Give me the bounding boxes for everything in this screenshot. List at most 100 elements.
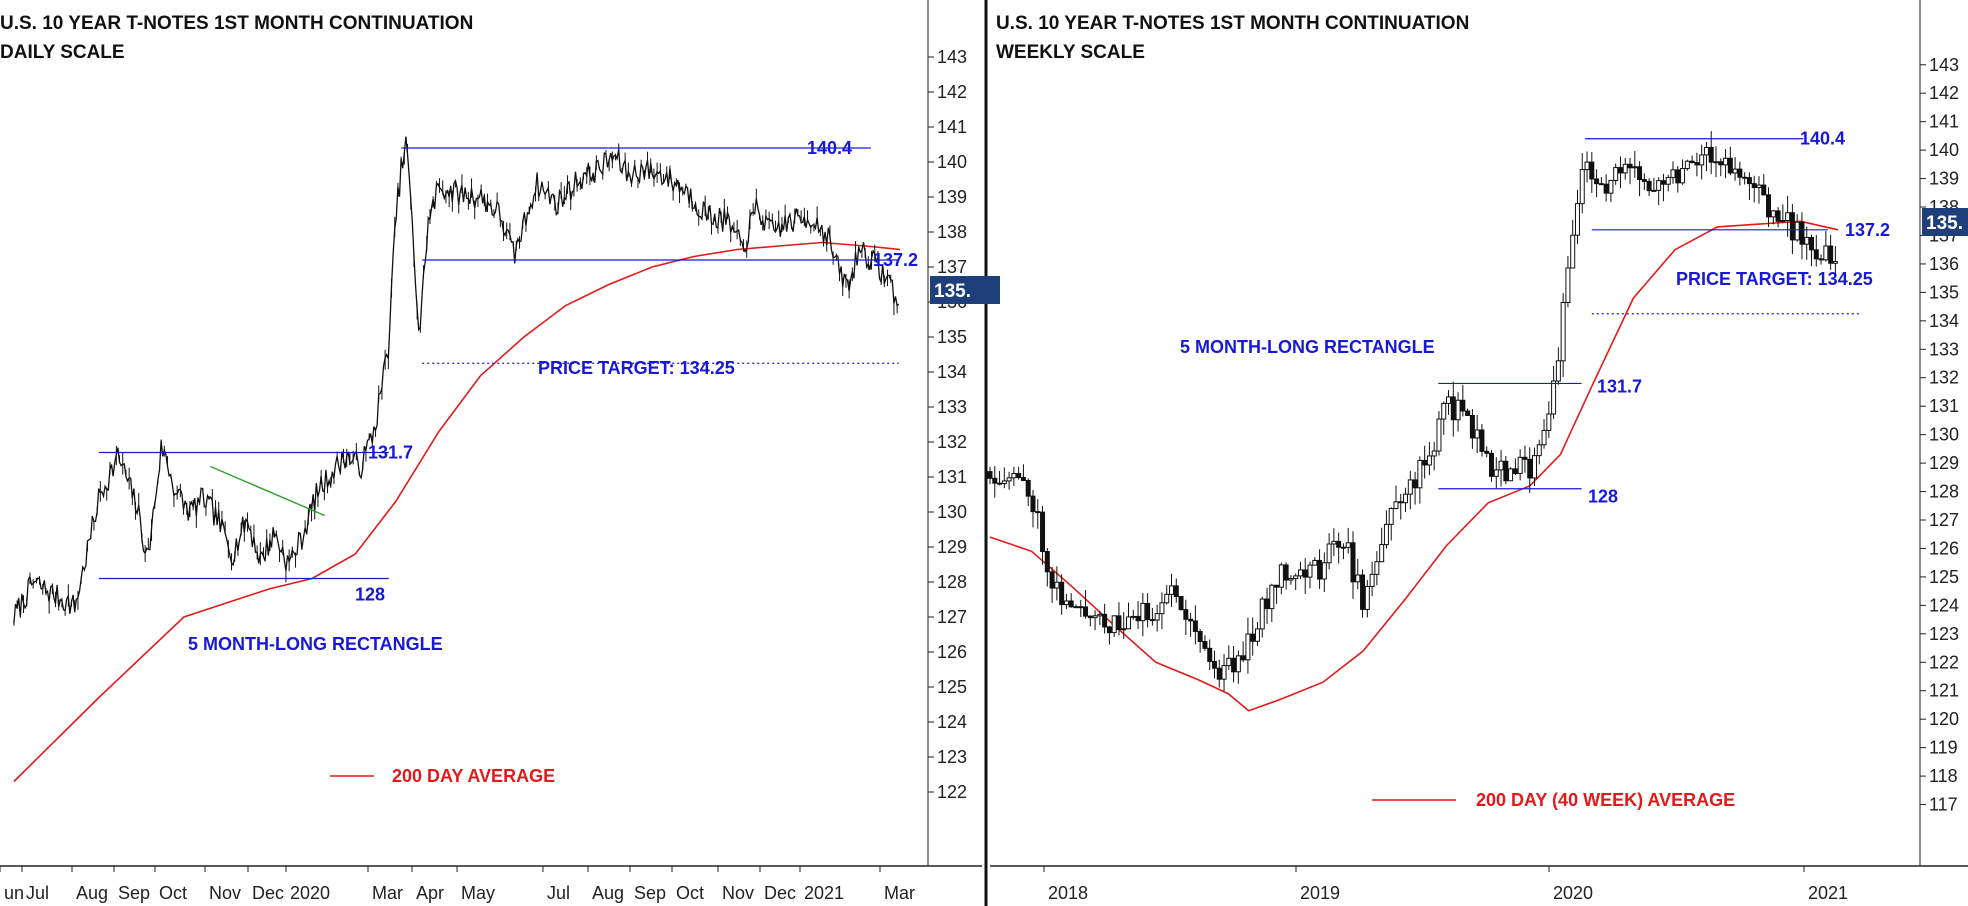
candle-body	[1403, 493, 1409, 504]
y-tick-label: 132	[1929, 368, 1959, 388]
candle-body	[1149, 619, 1155, 622]
last-price-badge	[1922, 208, 1968, 236]
y-tick-label: 137	[937, 257, 967, 277]
candle-body	[1617, 167, 1623, 174]
candle-body	[1087, 615, 1093, 619]
x-tick-label: Nov	[722, 883, 754, 903]
candle-body	[1723, 157, 1729, 166]
candle-body	[1073, 606, 1079, 609]
x-tick-label: Apr	[416, 883, 444, 903]
x-tick-label: Sep	[634, 883, 666, 903]
candle-body	[1484, 450, 1490, 454]
last-price-label: 135.	[934, 281, 971, 302]
y-tick-label: 130	[1929, 425, 1959, 445]
daily-chart-panel: 122 123 124 125 126 127 128 129 130 131 132 133 134 1…	[0, 0, 1000, 906]
candle-body	[1455, 399, 1461, 421]
candle-body	[1254, 628, 1260, 642]
candle-body	[1111, 615, 1117, 634]
candle-body	[1589, 161, 1595, 180]
candle-body	[1789, 212, 1795, 241]
candle-body	[1508, 468, 1514, 482]
y-tick-label: 124	[1929, 595, 1959, 615]
y-tick-label: 118	[1929, 766, 1958, 786]
candle-body	[1651, 189, 1657, 192]
candle-body	[1283, 564, 1289, 581]
y-tick-label: 130	[937, 502, 967, 522]
candle-body	[1102, 613, 1108, 628]
candle-body	[1235, 655, 1241, 673]
candle-body	[1756, 184, 1762, 188]
candle-body	[1178, 596, 1184, 611]
candle-body	[1737, 168, 1743, 178]
candle-body	[1431, 450, 1437, 457]
candle-body	[1360, 574, 1366, 610]
candle-body	[1598, 183, 1604, 186]
candle-body	[1331, 540, 1337, 545]
candle-body	[1216, 667, 1222, 680]
candle-body	[1274, 584, 1280, 588]
candle-body	[1565, 267, 1571, 303]
x-tick-label: Dec	[252, 883, 284, 903]
x-tick-label: Mar	[372, 883, 403, 903]
candle-body	[1675, 169, 1681, 184]
candle-body	[1168, 585, 1174, 595]
candle-body	[1183, 609, 1189, 620]
candle-body	[1355, 574, 1361, 583]
candle-body	[1188, 618, 1194, 622]
candle-body	[1498, 460, 1504, 471]
candle-body	[1555, 360, 1561, 382]
x-tick-label: Dec	[764, 883, 796, 903]
candle-body	[1751, 183, 1757, 188]
candle-body	[1063, 600, 1069, 606]
y-tick-label: 123	[1929, 624, 1959, 644]
candle-body	[1742, 176, 1748, 179]
candle-body	[1259, 598, 1265, 630]
last-price-badge	[930, 276, 1000, 304]
x-tick-label: 2021	[804, 883, 844, 903]
y-tick-label: 129	[1929, 453, 1959, 473]
candle-body	[1302, 569, 1308, 578]
candle-body	[1823, 245, 1829, 261]
candle-body	[1713, 161, 1719, 164]
candle-body	[1159, 602, 1165, 615]
candle-body	[1350, 542, 1356, 583]
y-tick-label: 136	[1929, 254, 1959, 274]
pattern-label: 5 MONTH-LONG RECTANGLE	[1180, 337, 1435, 357]
candle-body	[1097, 613, 1103, 617]
candle-body	[1020, 476, 1026, 481]
candle-body	[1732, 168, 1738, 174]
candle-body	[1126, 616, 1132, 630]
candle-body	[1832, 261, 1838, 264]
y-tick-label: 139	[1929, 169, 1959, 189]
y-tick-label: 143	[937, 47, 967, 67]
y-tick-label: 135	[937, 327, 967, 347]
candle-body	[1699, 154, 1705, 166]
candle-body	[1680, 168, 1686, 184]
candle-body	[1517, 456, 1523, 474]
candle-body	[1694, 162, 1700, 166]
candle-body	[1393, 501, 1399, 509]
candle-body	[1364, 585, 1370, 610]
y-tick-label: 123	[937, 747, 967, 767]
candle-body	[1660, 180, 1666, 185]
y-tick-label: 128	[1929, 482, 1959, 502]
price-target-label: PRICE TARGET: 134.25	[538, 358, 735, 378]
candle-body	[1312, 559, 1318, 566]
candle-body	[1775, 210, 1781, 222]
candle-body	[1718, 161, 1724, 166]
candle-body	[997, 482, 1003, 485]
candle-body	[1336, 540, 1342, 548]
candle-body	[1446, 396, 1452, 404]
candle-body	[1059, 581, 1065, 606]
x-tick-label: Mar	[884, 883, 915, 903]
x-tick-label: un	[4, 883, 24, 903]
candle-body	[1016, 473, 1022, 478]
x-tick-label: Aug	[592, 883, 624, 903]
chart-subtitle: DAILY SCALE	[0, 42, 125, 63]
y-tick-label: 129	[937, 537, 967, 557]
y-tick-label: 127	[937, 607, 967, 627]
moving-average-line	[13, 241, 901, 783]
candle-body	[1130, 615, 1136, 618]
candle-body	[1727, 157, 1733, 174]
candle-body	[1388, 507, 1394, 525]
